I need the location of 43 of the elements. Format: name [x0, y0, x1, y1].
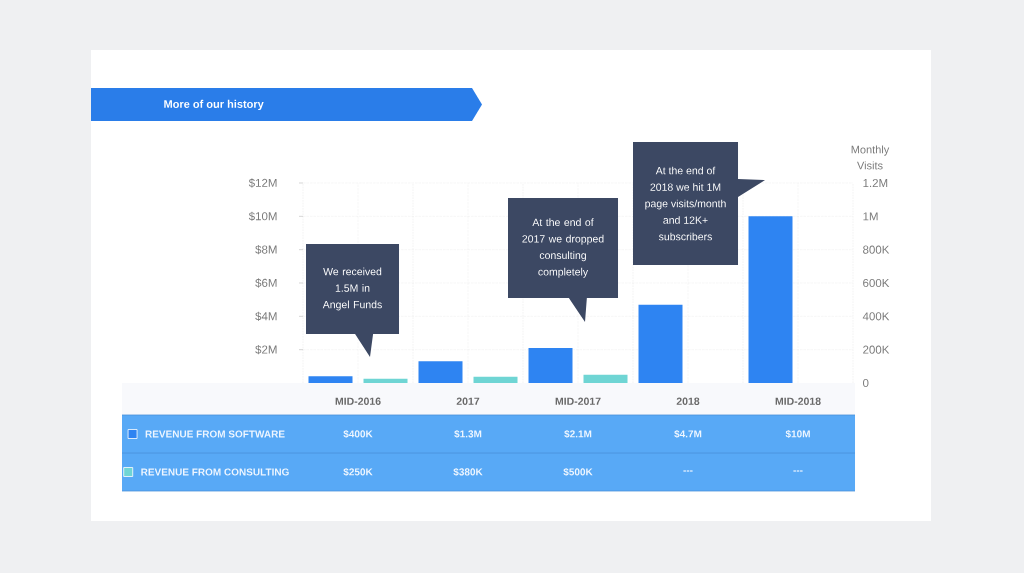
y-tick-label: $8M [255, 245, 277, 255]
data-label: $500K [563, 467, 593, 477]
y2-tick-label: 400K [862, 312, 890, 321]
bar [473, 376, 518, 383]
text: More of our history [164, 99, 264, 111]
y-tick-label: $6M [255, 278, 277, 288]
bar [583, 374, 628, 383]
y2-tick-label: 1.2M [863, 178, 888, 188]
annotation: At the end of 2017 we dropped consulting completely [522, 218, 604, 278]
y-tick-label: $12M [248, 178, 277, 188]
data-label: $4.7M [674, 429, 702, 439]
text: --- [683, 470, 693, 472]
x-tick-label: 2018 [676, 397, 700, 405]
data-label: $250K [343, 467, 373, 477]
data-label: $10M [785, 429, 810, 439]
data-label: $400K [343, 429, 373, 439]
bar [418, 361, 463, 383]
annotation: We received 1.5M in Angel Funds [322, 267, 382, 311]
x-tick-label: MID-2016 [335, 397, 381, 405]
x-tick-label: 2017 [456, 397, 480, 405]
y-tick-label: $4M [255, 311, 277, 321]
bar [638, 304, 683, 383]
y2-tick-label: 200K [863, 345, 890, 354]
bar [748, 216, 793, 383]
y-tick-label: $2M [255, 345, 277, 355]
y2-axis-title: Monthly Visits [851, 145, 890, 170]
bar [308, 376, 353, 383]
y2-tick-label: 800K [863, 245, 890, 254]
x-tick-label: MID-2017 [555, 397, 601, 405]
text: --- [793, 470, 803, 472]
legend-label: REVENUE FROM SOFTWARE [145, 430, 285, 438]
y-tick-label: $10M [248, 211, 277, 221]
x-tick-label: MID-2018 [775, 397, 821, 405]
y2-tick-label: 0 [863, 378, 869, 388]
bar [528, 348, 573, 383]
data-label: $380K [453, 467, 483, 477]
y2-tick-label: 1M [863, 212, 878, 221]
data-label: $1.3M [454, 429, 482, 439]
y2-tick-label: 600K [863, 278, 890, 288]
annotation: At the end of 2018 we hit 1M page visits/month and 12K+ subscribers [645, 166, 726, 241]
bar [363, 378, 408, 383]
data-label: $2.1M [564, 429, 592, 439]
legend-label: REVENUE FROM CONSULTING [141, 468, 289, 476]
